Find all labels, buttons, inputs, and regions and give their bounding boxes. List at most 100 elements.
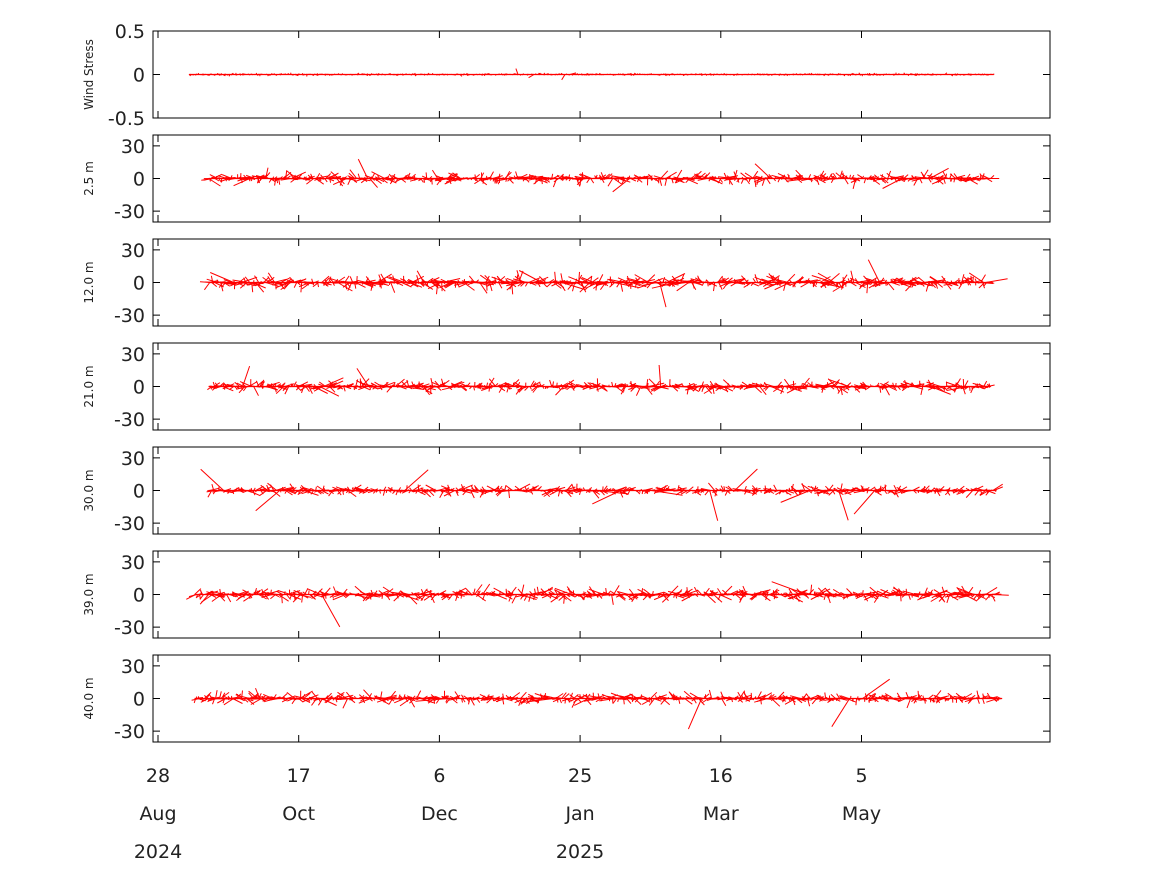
- stick: [194, 588, 202, 595]
- stick: [491, 276, 507, 283]
- stick: [546, 282, 553, 288]
- stick: [301, 594, 304, 603]
- stick: [289, 173, 295, 179]
- stick: [528, 594, 532, 602]
- stick: [754, 178, 757, 188]
- stick: [300, 282, 303, 293]
- stick: [452, 172, 461, 179]
- stick: [824, 380, 836, 387]
- stick: [720, 485, 725, 491]
- stick: [600, 490, 605, 496]
- stick: [616, 282, 621, 288]
- stick: [599, 174, 602, 179]
- stick: [204, 691, 212, 699]
- stick: [820, 282, 832, 288]
- stick: [242, 589, 252, 595]
- stick: [867, 259, 881, 283]
- stick: [438, 590, 447, 595]
- stick: [945, 381, 959, 387]
- stick: [451, 381, 465, 387]
- stick: [458, 282, 469, 288]
- stick: [923, 486, 926, 491]
- y-tick-label: 30: [121, 240, 145, 262]
- stick: [486, 485, 496, 491]
- y-tick-label: -30: [114, 721, 145, 743]
- stick: [200, 468, 225, 491]
- stick: [650, 386, 660, 392]
- stick: [448, 172, 460, 179]
- stick: [659, 178, 663, 186]
- stick: [745, 178, 751, 185]
- stick: [777, 381, 782, 387]
- stick: [328, 380, 337, 387]
- stick: [712, 490, 718, 496]
- stick: [613, 178, 622, 185]
- stick: [425, 386, 427, 393]
- stick: [863, 594, 869, 602]
- stick: [255, 490, 281, 512]
- stick: [554, 589, 564, 595]
- stick: [675, 594, 678, 599]
- stick: [832, 282, 848, 292]
- stick: [637, 588, 648, 595]
- stick: [894, 490, 899, 498]
- panel-label: 40.0 m: [82, 677, 96, 719]
- stick: [264, 594, 269, 600]
- stick: [200, 594, 213, 603]
- stick: [881, 381, 889, 387]
- stick: [589, 382, 602, 387]
- stick: [837, 386, 849, 394]
- stick: [199, 594, 204, 600]
- stick: [850, 178, 860, 183]
- stick: [943, 386, 946, 393]
- stick: [775, 490, 783, 496]
- stick: [760, 589, 771, 595]
- stick: [541, 490, 552, 496]
- stick: [215, 690, 218, 699]
- stick: [983, 380, 988, 387]
- stick: [356, 368, 370, 387]
- y-tick-label: 30: [121, 344, 145, 366]
- stick: [234, 381, 241, 387]
- stick: [378, 590, 384, 595]
- stick: [621, 386, 626, 391]
- stick: [401, 381, 408, 387]
- stick: [505, 484, 513, 491]
- stick: [389, 178, 395, 185]
- stick: [532, 486, 535, 491]
- stick: [961, 274, 965, 283]
- stick: [973, 485, 984, 491]
- stick: [298, 282, 310, 288]
- stick: [941, 586, 946, 595]
- stick: [319, 381, 326, 387]
- stick: [832, 173, 838, 179]
- stick: [978, 589, 982, 595]
- stick: [749, 594, 757, 600]
- stick: [740, 172, 749, 179]
- stick: [873, 490, 882, 496]
- stick: [882, 178, 902, 189]
- stick: [838, 490, 849, 521]
- stick: [926, 381, 941, 387]
- stick: [351, 178, 358, 183]
- stick: [488, 377, 495, 387]
- stick: [571, 386, 575, 391]
- stick: [531, 386, 538, 392]
- stick: [455, 490, 459, 497]
- stick: [411, 381, 415, 387]
- stick: [560, 594, 567, 600]
- stick: [723, 486, 726, 491]
- stick: [587, 382, 594, 387]
- stick: [770, 275, 783, 283]
- stick: [332, 594, 346, 601]
- stick: [386, 594, 391, 601]
- stick: [536, 588, 554, 595]
- stick: [431, 169, 439, 179]
- stick: [590, 178, 595, 184]
- stick: [796, 178, 803, 183]
- stick: [693, 586, 700, 595]
- stick: [440, 379, 450, 387]
- stick: [975, 594, 984, 602]
- stick: [498, 282, 503, 289]
- stick: [620, 282, 624, 292]
